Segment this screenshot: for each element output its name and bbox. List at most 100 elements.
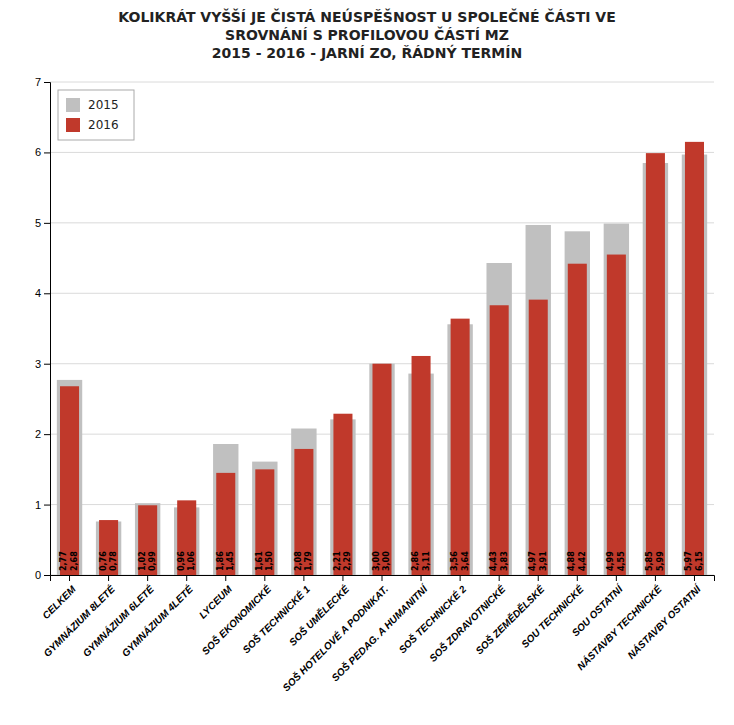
y-tick: 1 [35,499,50,511]
y-tick-mark [44,575,50,576]
title-line: SROVNÁNÍ S PROFILOVOU ČÁSTÍ MZ [225,26,509,43]
y-tick: 7 [35,76,50,88]
x-tick: SOŠ TECHNICKÉ 2 [396,575,469,655]
data-label: 1,02 [138,551,147,571]
x-tick-mark [460,575,461,581]
bar [412,356,431,575]
y-tick-mark [44,434,50,435]
bar [252,462,277,575]
data-label: 5,97 [684,551,693,571]
bar [294,449,313,575]
bar [568,264,587,575]
bar [451,319,470,575]
data-label: 0,76 [99,551,108,571]
grid-line [50,82,714,83]
x-tick-mark [264,575,265,581]
x-tick: SOU TECHNICKÉ [519,575,586,650]
legend: 20152016 [58,90,134,140]
data-label: 4,97 [528,551,537,571]
bar [213,444,238,575]
legend-item: 2015 [66,98,119,112]
title-line: KOLIKRÁT VYŠŠÍ JE ČISTÁ NEÚSPĚŠNOST U SP… [118,8,615,25]
data-labels: 2,770,761,020,961,861,612,082,213,002,86… [59,551,703,571]
x-tick-label: SOŠ TECHNICKÉ 2 [396,582,469,655]
data-label: 1,50 [265,551,274,571]
data-label: 3,56 [450,551,459,571]
x-tick: GYMNÁZIUM 4LETÉ [119,575,195,659]
bar [291,429,316,575]
x-tick: NÁSTAVBY TECHNICKÉ [574,575,664,672]
bar [216,473,235,575]
x-tick-label: SOŠ ZDRAVOTNICKÉ [426,583,507,664]
y-tick-label: 7 [35,76,41,88]
y-tick-mark [44,223,50,224]
data-label: 5,85 [645,551,654,571]
x-tick-mark [147,575,148,581]
x-tick: SOŠ TECHNICKÉ 1 [240,575,313,655]
series-bars [60,142,704,575]
data-label: 2,29 [343,551,352,571]
x-tick-label: SOŠ EKONOMICKÉ [199,583,273,657]
data-label: 3,91 [539,551,548,571]
y-tick-mark [44,505,50,506]
bar [135,503,160,575]
x-tick-label: GYMNÁZIUM 4LETÉ [119,583,195,659]
bar [604,224,629,575]
grid [50,82,714,575]
data-label: 0,96 [177,551,186,571]
y-tick: 2 [35,428,50,440]
x-tick-mark [499,575,500,581]
y-tick-label: 3 [35,358,41,370]
y-tick: 3 [35,358,50,370]
x-tick-label: SOU TECHNICKÉ [519,583,586,650]
series-bars [57,155,707,575]
y-tick: 0 [35,569,50,581]
x-tick-mark [655,575,656,581]
bar [177,500,196,575]
data-label: 1,06 [187,551,196,571]
data-label: 2,08 [294,551,303,571]
x-tick: GYMNÁZIUM 8LETÉ [41,575,117,659]
data-label: 3,00 [372,551,381,571]
data-label: 2,68 [70,551,79,571]
y-tick-label: 2 [35,428,41,440]
y-axis-line [44,83,51,576]
x-tick-mark [694,575,695,581]
data-label: 4,43 [489,551,498,571]
x-tick-mark [577,575,578,581]
chart: KOLIKRÁT VYŠŠÍ JE ČISTÁ NEÚSPĚŠNOST U SP… [0,0,734,725]
bar [333,414,352,575]
bar [646,153,665,575]
bar [138,505,157,575]
data-label: 4,99 [606,551,615,571]
x-tick: CELKEM [40,575,78,621]
x-tick: SOŠ ZEMĚDĚLSKÉ [473,575,547,656]
bar [490,305,509,575]
title: KOLIKRÁT VYŠŠÍ JE ČISTÁ NEÚSPĚŠNOST U SP… [118,8,615,61]
bars [57,142,707,575]
x-tick-mark [303,575,304,581]
x-tick-mark [108,575,109,581]
y-tick: 4 [35,287,50,299]
x-tick-mark [186,575,187,581]
data-label: 1,45 [226,551,235,571]
data-label: 3,00 [382,551,391,571]
x-tick-label: GYMNÁZIUM 6LETÉ [80,583,156,659]
x-tick-label: CELKEM [40,583,78,621]
y-tick-label: 1 [35,499,41,511]
x-tick-mark [538,575,539,581]
x-tick-mark [342,575,343,581]
x-tick: NÁSTAVBY OSTATNÍ [625,575,705,661]
y-tick-label: 5 [35,217,41,229]
x-tick-mark [225,575,226,581]
bar [486,263,511,575]
bar [369,364,394,575]
data-label: 4,42 [578,551,587,571]
data-label: 1,86 [216,551,225,571]
x-tick-mark [616,575,617,581]
plot: 01234567CELKEMGYMNÁZIUM 8LETÉGYMNÁZIUM 6… [35,76,715,693]
bar [685,142,704,575]
data-label: 4,55 [617,551,626,571]
x-axis: CELKEMGYMNÁZIUM 8LETÉGYMNÁZIUM 6LETÉGYMN… [40,575,714,693]
data-label: 4,88 [567,551,576,571]
